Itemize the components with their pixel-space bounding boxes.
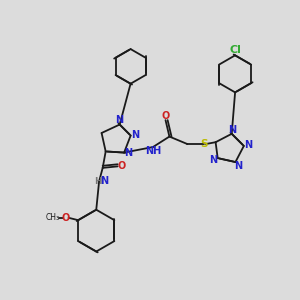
Text: N: N [209, 155, 217, 166]
Text: O: O [117, 161, 126, 171]
Text: O: O [161, 111, 170, 121]
Text: N: N [244, 140, 252, 150]
Text: O: O [61, 213, 70, 223]
Text: N: N [234, 160, 242, 171]
Text: NH: NH [145, 146, 161, 156]
Text: N: N [124, 148, 132, 158]
Text: S: S [201, 139, 208, 149]
Text: N: N [228, 124, 236, 135]
Text: N: N [116, 116, 124, 125]
Text: N: N [131, 130, 139, 140]
Text: CH₃: CH₃ [46, 213, 60, 222]
Text: N: N [100, 176, 109, 186]
Text: H: H [94, 177, 101, 186]
Text: Cl: Cl [229, 45, 241, 55]
